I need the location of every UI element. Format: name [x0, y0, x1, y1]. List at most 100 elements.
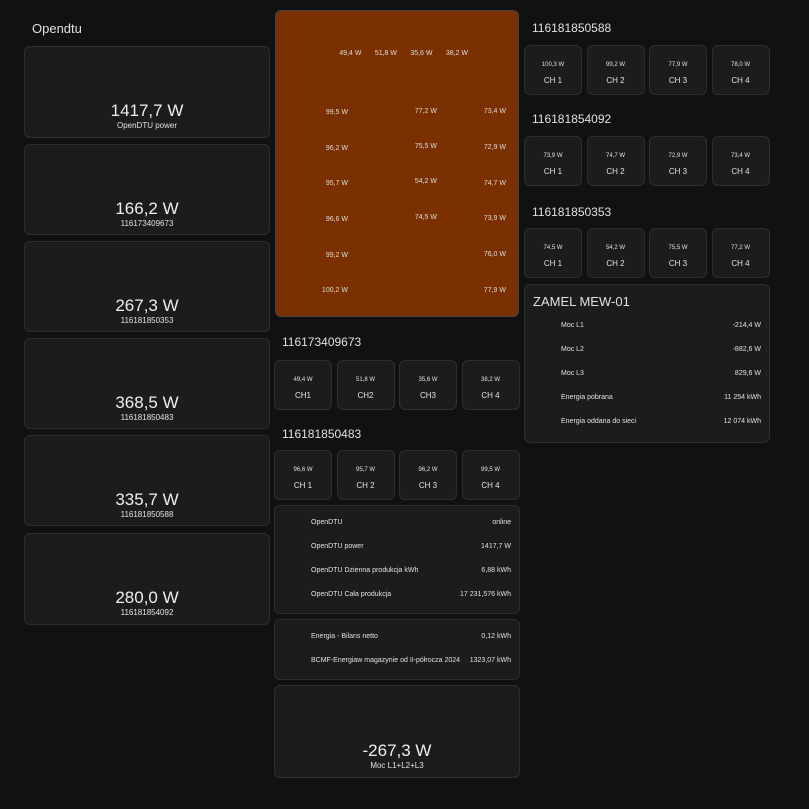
entity-name: OpenDTU Cała produkcja [311, 591, 392, 598]
gauge-name: 116181850483 [120, 413, 174, 422]
channel-card [524, 45, 582, 95]
channel-label: CH3 [419, 391, 436, 400]
entity-state: -882,6 W [732, 346, 761, 353]
entity-state: 0,12 kWh [481, 633, 511, 640]
channel-card [524, 136, 582, 186]
panel-label: 38,2 W [445, 49, 468, 57]
channel-power: 35,6 W [418, 377, 438, 383]
channel-card [586, 228, 645, 278]
entity-name: Moc L1 [561, 322, 584, 329]
panel-label: 51,8 W [374, 49, 397, 57]
channel-power: 96,6 W [293, 467, 313, 473]
entity-state: 1323,07 kWh [469, 657, 511, 664]
channel-power: 73,9 W [543, 153, 563, 159]
entity-name: OpenDTU [311, 519, 343, 526]
channel-label: CH 4 [481, 481, 500, 490]
channel-power: 95,7 W [355, 467, 375, 473]
entity-state: online [492, 519, 511, 526]
channel-power: 99,2 W [605, 62, 625, 68]
channel-label: CH1 [294, 391, 311, 400]
gauge-name: 116181850353 [120, 316, 174, 325]
channel-power: 77,9 W [668, 62, 688, 68]
panel-label: 99,5 W [325, 108, 348, 116]
panel-label: 72,9 W [483, 143, 506, 151]
channel-card [524, 228, 582, 278]
gauge-value: 368,5 W [115, 393, 179, 412]
inverter-serial: 116181850588 [532, 21, 612, 35]
panel-label: 49,4 W [339, 49, 362, 57]
gauge-value: 335,7 W [115, 490, 179, 509]
channel-power: 99,5 W [480, 467, 500, 473]
channel-power: 38,2 W [480, 377, 500, 383]
channel-label: CH 3 [668, 76, 688, 85]
entity-state: -214,4 W [732, 322, 761, 329]
zamel-card [524, 284, 770, 443]
channel-label: CH 2 [606, 167, 625, 176]
entity-name: BCMF-Energiaw magazynie od II-półrocza 2… [311, 657, 461, 664]
panel-label: 74,7 W [483, 179, 506, 187]
gauge-value: 267,3 W [115, 296, 179, 315]
channel-card [399, 450, 457, 500]
entity-name: Energia pobrana [561, 394, 613, 401]
entity-name: Energia - Bilans netto [311, 633, 378, 640]
panel-label: 74,5 W [414, 213, 437, 221]
inverter-serial: 116181850483 [282, 427, 362, 441]
gauge-card [24, 46, 270, 138]
gauge-name: Moc L1+L2+L3 [370, 761, 424, 770]
entity-name: Moc L3 [561, 370, 584, 377]
panel-label: 77,2 W [414, 107, 437, 115]
entity-state: 829,6 W [734, 370, 761, 377]
channel-power: 74,7 W [605, 153, 625, 159]
panel-label: 35,6 W [410, 49, 433, 57]
channel-label: CH 1 [543, 167, 563, 176]
channel-card [649, 45, 707, 95]
panel-label: 95,7 W [325, 180, 348, 188]
channel-power: 49,4 W [293, 377, 313, 383]
panel-label: 96,6 W [325, 215, 348, 223]
gauge-name: 116173409673 [120, 219, 174, 228]
channel-label: CH2 [357, 391, 374, 400]
inverter-serial: 116173409673 [282, 335, 362, 349]
channel-label: CH 2 [606, 76, 625, 85]
channel-label: CH 3 [418, 481, 438, 490]
channel-label: CH 3 [668, 167, 688, 176]
channel-label: CH 2 [606, 259, 625, 268]
zamel-title: ZAMEL MEW-01 [533, 294, 630, 309]
gauge-card [24, 338, 270, 429]
channel-power: 75,5 W [668, 245, 688, 251]
channel-card [461, 450, 520, 500]
gauge-card [24, 241, 270, 332]
channel-card [711, 45, 770, 95]
channel-label: CH 1 [543, 259, 563, 268]
channel-card [461, 360, 520, 410]
channel-card [336, 360, 395, 410]
channel-label: CH 3 [668, 259, 688, 268]
channel-card [274, 450, 332, 500]
section-title: Opendtu [32, 21, 82, 36]
gauge-value: 1417,7 W [110, 101, 184, 120]
panel-label: 99,2 W [325, 251, 348, 259]
channel-card [586, 45, 645, 95]
panel-label: 77,9 W [483, 286, 506, 294]
entity-name: OpenDTU Dzienna produkcja kWh [311, 567, 419, 574]
inverter-serial: 116181850353 [532, 205, 612, 219]
entity-name: Moc L2 [561, 346, 584, 353]
channel-card [586, 136, 645, 186]
channel-power: 51,8 W [355, 377, 375, 383]
channel-power: 73,4 W [730, 153, 750, 159]
entity-state: 17 231,576 kWh [460, 591, 511, 598]
channel-power: 77,2 W [730, 245, 750, 251]
gauge-card [24, 533, 270, 625]
entities-card [274, 619, 520, 680]
channel-card [711, 136, 770, 186]
panel-label: 73,9 W [483, 215, 506, 223]
gauge-name: OpenDTU power [116, 121, 178, 130]
channel-power: 96,2 W [418, 467, 438, 473]
channel-label: CH 4 [731, 259, 750, 268]
inverter-serial: 116181854092 [532, 112, 612, 126]
channel-power: 54,2 W [605, 245, 625, 251]
channel-label: CH 4 [731, 167, 750, 176]
entity-state: 11 254 kWh [724, 394, 761, 401]
gauge-value: -267,3 W [362, 741, 432, 760]
channel-card [711, 228, 770, 278]
